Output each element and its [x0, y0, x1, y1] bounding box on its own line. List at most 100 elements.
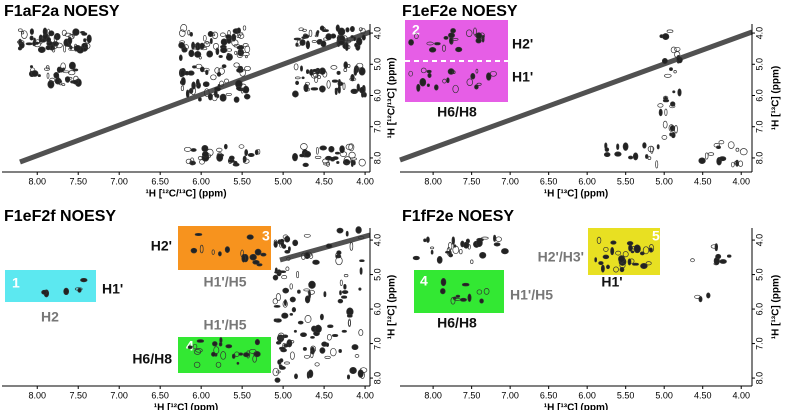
panel-title: F1eF2f NOESY [4, 208, 116, 225]
peak [29, 28, 34, 35]
peak [336, 250, 342, 256]
peak [465, 29, 473, 37]
peak [628, 155, 634, 160]
peak [48, 30, 55, 37]
peak [336, 161, 340, 164]
peak [339, 145, 345, 154]
peak [349, 366, 357, 375]
peak [355, 226, 362, 234]
peak [426, 69, 432, 74]
peak [476, 238, 483, 247]
peak [343, 61, 348, 69]
peak [436, 256, 443, 264]
peak [603, 246, 609, 252]
peak [632, 262, 639, 266]
peak [476, 289, 483, 295]
y-tick-label: 7.0 [372, 120, 382, 133]
peak [217, 84, 221, 88]
peak [655, 160, 659, 169]
peak [180, 24, 188, 32]
peak [448, 32, 455, 39]
peak [359, 267, 363, 275]
peak [598, 261, 604, 266]
peak [325, 243, 333, 249]
peak [325, 342, 330, 347]
peak [445, 250, 451, 254]
peak [336, 70, 341, 75]
peak-label: H2' [151, 238, 172, 254]
peak [272, 274, 279, 281]
peak [61, 29, 67, 37]
peak [233, 160, 238, 166]
peak [302, 346, 307, 351]
peak [308, 29, 313, 38]
peak [254, 339, 260, 346]
panel-title: F1eF2e NOESY [402, 3, 518, 20]
panel-title: F1aF2a NOESY [4, 3, 120, 20]
peak [648, 244, 655, 253]
y-tick-label: 7.0 [754, 337, 764, 350]
peak [455, 46, 463, 53]
peak [304, 251, 312, 258]
peak [441, 44, 447, 52]
peak [730, 161, 735, 168]
peak [302, 33, 308, 38]
peak [212, 43, 220, 50]
peak [84, 42, 91, 50]
peak [254, 248, 262, 256]
peak [647, 145, 655, 153]
peak [694, 294, 701, 299]
peak [345, 27, 350, 33]
peak [657, 103, 664, 108]
peak [358, 67, 366, 76]
peak [305, 40, 311, 50]
peak [600, 264, 605, 273]
peak [199, 244, 204, 254]
y-tick-label: 6.0 [754, 89, 764, 102]
peak [341, 295, 348, 299]
peak [662, 120, 668, 129]
x-axis-label: ¹H [¹³C] (ppm) [544, 189, 608, 200]
peak [351, 344, 359, 351]
peak [344, 42, 349, 51]
peak [440, 278, 447, 287]
peak [408, 70, 413, 77]
peak [481, 236, 489, 240]
peak [187, 345, 193, 349]
peak [233, 62, 240, 68]
peak [273, 305, 281, 308]
peak [278, 270, 287, 274]
peak [656, 144, 660, 150]
peak [602, 254, 610, 260]
peak [727, 141, 735, 149]
peak [320, 40, 327, 48]
peak [183, 146, 192, 152]
peak [310, 87, 319, 91]
peak [236, 85, 242, 91]
peak [339, 279, 343, 286]
peak [338, 40, 346, 46]
peak [461, 282, 470, 287]
peak [194, 51, 202, 58]
peak [53, 41, 58, 49]
peak [46, 72, 50, 79]
peak [307, 369, 314, 378]
peak [224, 246, 230, 253]
peak [236, 361, 240, 365]
peak [291, 307, 297, 313]
peak [279, 346, 286, 351]
peak [225, 54, 233, 61]
peak [68, 47, 76, 52]
peak [349, 242, 354, 251]
y-tick-label: 5.0 [754, 268, 764, 281]
peak [225, 344, 233, 349]
peak [180, 85, 184, 92]
y-tick-label: 6.0 [372, 303, 382, 316]
peak [450, 297, 456, 305]
peak [427, 72, 432, 78]
peak [335, 256, 343, 266]
x-tick-label: 7.00 [110, 176, 128, 186]
x-tick-label: 8.00 [424, 176, 442, 186]
peak [16, 40, 25, 45]
peak-label: H6/H8 [437, 104, 477, 120]
